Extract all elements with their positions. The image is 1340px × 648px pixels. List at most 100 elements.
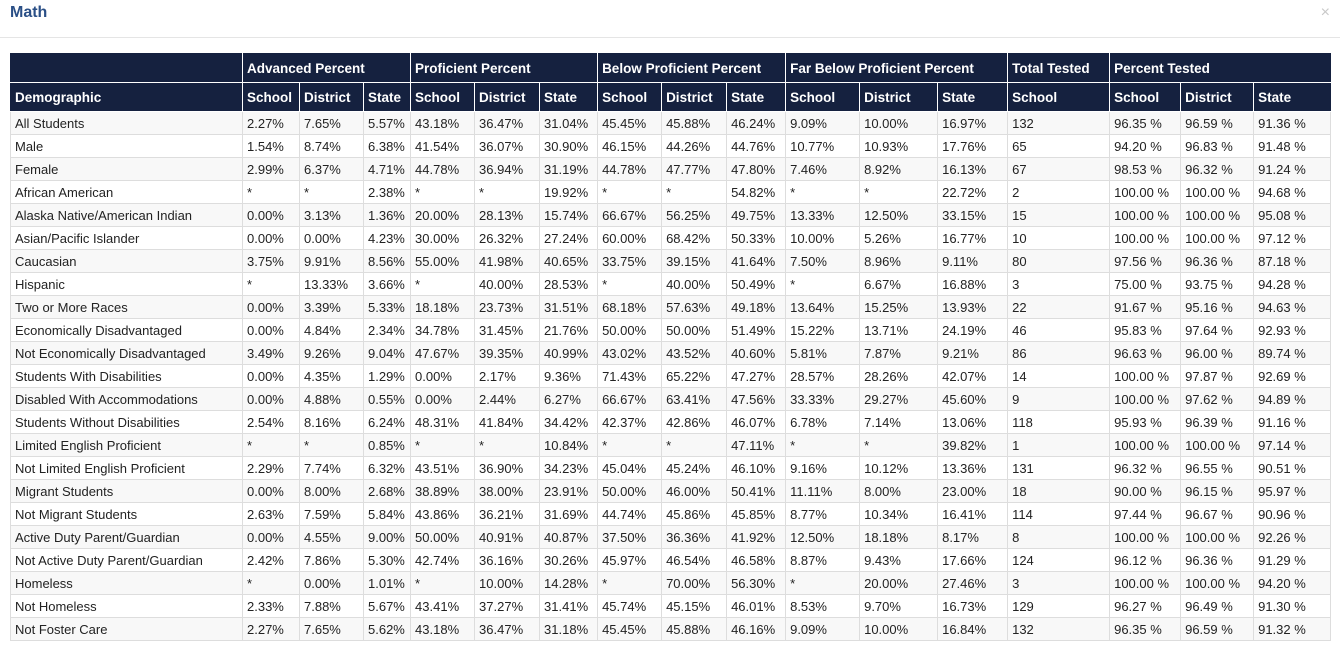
table-cell: 27.24% (539, 226, 599, 250)
table-cell: 8.74% (299, 134, 364, 158)
demographic-cell: Migrant Students (10, 479, 243, 503)
table-cell: * (785, 433, 861, 457)
group-header-total-tested: Total Tested (1007, 53, 1111, 83)
table-cell: 9.36% (539, 364, 599, 388)
table-cell: 95.97 % (1253, 479, 1332, 503)
table-cell: 42.07% (937, 364, 1009, 388)
table-cell: 100.00 % (1180, 226, 1255, 250)
table-cell: 91.32 % (1253, 617, 1332, 641)
table-cell: 16.77% (937, 226, 1009, 250)
table-cell: 4.35% (299, 364, 364, 388)
table-row: Two or More Races 0.00% 3.39% 5.33% 18.18% 23… (10, 295, 1332, 319)
table-cell: 39.15% (661, 249, 728, 273)
table-cell: 2.99% (242, 157, 300, 181)
table-cell: 31.18% (539, 617, 599, 641)
table-cell: 8.77% (785, 502, 861, 526)
table-cell: 0.00% (242, 203, 300, 227)
table-cell: 44.74% (597, 502, 663, 526)
table-cell: 23.00% (937, 479, 1009, 503)
table-cell: 4.88% (299, 387, 364, 411)
table-cell: * (410, 571, 476, 595)
table-cell: * (661, 433, 728, 457)
table-cell: 36.07% (474, 134, 541, 158)
table-cell: 39.35% (474, 341, 541, 365)
table-cell: 47.67% (410, 341, 476, 365)
table-cell: 0.00% (242, 318, 300, 342)
table-cell: 10.84% (539, 433, 599, 457)
table-cell: 1.54% (242, 134, 300, 158)
table-cell: 28.26% (859, 364, 939, 388)
table-cell: * (299, 433, 364, 457)
table-row: Limited English Proficient * * 0.85% * * 10.84… (10, 433, 1332, 457)
table-cell: 96.27 % (1109, 594, 1182, 618)
table-cell: 91.24 % (1253, 157, 1332, 181)
table-cell: 13.33% (299, 272, 364, 296)
table-cell: 50.49% (726, 272, 787, 296)
table-cell: 96.32 % (1109, 456, 1182, 480)
table-cell: * (859, 433, 939, 457)
table-row: African American * * 2.38% * * 19.92% * * 54.82% *… (10, 180, 1332, 204)
table-cell: 89.74 % (1253, 341, 1332, 365)
table-cell: 9.09% (785, 617, 861, 641)
table-cell: 8.96% (859, 249, 939, 273)
table-cell: 14 (1007, 364, 1111, 388)
table-cell: * (410, 433, 476, 457)
table-cell: 18 (1007, 479, 1111, 503)
table-cell: 50.33% (726, 226, 787, 250)
table-cell: 36.90% (474, 456, 541, 480)
table-cell: 132 (1007, 111, 1111, 135)
column-header: District (1180, 82, 1255, 112)
table-cell: 46.10% (726, 456, 787, 480)
table-cell: 46.15% (597, 134, 663, 158)
table-cell: 1.29% (362, 364, 412, 388)
table-cell: 68.18% (597, 295, 663, 319)
table-cell: 6.78% (785, 410, 861, 434)
table-cell: 2.29% (242, 456, 300, 480)
table-cell: 13.36% (937, 456, 1009, 480)
table-cell: 10.93% (859, 134, 939, 158)
table-cell: 90.96 % (1253, 502, 1332, 526)
demographic-cell: Asian/Pacific Islander (10, 226, 243, 250)
table-cell: 36.21% (474, 502, 541, 526)
table-row: Not Foster Care 2.27% 7.65% 5.62% 43.18% 36.4… (10, 617, 1332, 641)
column-header: School (597, 82, 663, 112)
table-cell: 94.63 % (1253, 295, 1332, 319)
table-cell: 45.04% (597, 456, 663, 480)
table-cell: 44.26% (661, 134, 728, 158)
table-cell: 131 (1007, 456, 1111, 480)
table-cell: * (299, 180, 364, 204)
table-cell: 9.43% (859, 548, 939, 572)
table-cell: 100.00 % (1109, 180, 1182, 204)
table-cell: 30.90% (539, 134, 599, 158)
table-row: Hispanic * 13.33% 3.66% * 40.00% 28.53% * 40.00%… (10, 272, 1332, 296)
table-cell: 6.24% (362, 410, 412, 434)
table-cell: 41.92% (726, 525, 787, 549)
table-cell: 2.63% (242, 502, 300, 526)
table-cell: 31.69% (539, 502, 599, 526)
table-cell: 4.71% (362, 157, 412, 181)
table-cell: 8.53% (785, 594, 861, 618)
demographic-cell: Caucasian (10, 249, 243, 273)
close-icon[interactable]: × (1320, 4, 1330, 21)
table-cell: 94.28 % (1253, 272, 1332, 296)
table-cell: 7.74% (299, 456, 364, 480)
table-cell: * (242, 433, 300, 457)
table-row: Male 1.54% 8.74% 6.38% 41.54% 36.07% 30.90% 46.… (10, 134, 1332, 158)
table-cell: 31.19% (539, 157, 599, 181)
column-header: District (474, 82, 541, 112)
demographic-cell: Active Duty Parent/Guardian (10, 525, 243, 549)
table-cell: 100.00 % (1109, 571, 1182, 595)
table-cell: * (410, 272, 476, 296)
table-cell: 95.16 % (1180, 295, 1255, 319)
table-cell: 16.73% (937, 594, 1009, 618)
demographic-cell: Two or More Races (10, 295, 243, 319)
table-cell: 26.32% (474, 226, 541, 250)
table-cell: 87.18 % (1253, 249, 1332, 273)
table-cell: * (474, 180, 541, 204)
table-cell: 15.25% (859, 295, 939, 319)
table-cell: 96.36 % (1180, 548, 1255, 572)
table-cell: 45.60% (937, 387, 1009, 411)
table-cell: 33.75% (597, 249, 663, 273)
table-cell: 92.69 % (1253, 364, 1332, 388)
table-cell: 15.22% (785, 318, 861, 342)
